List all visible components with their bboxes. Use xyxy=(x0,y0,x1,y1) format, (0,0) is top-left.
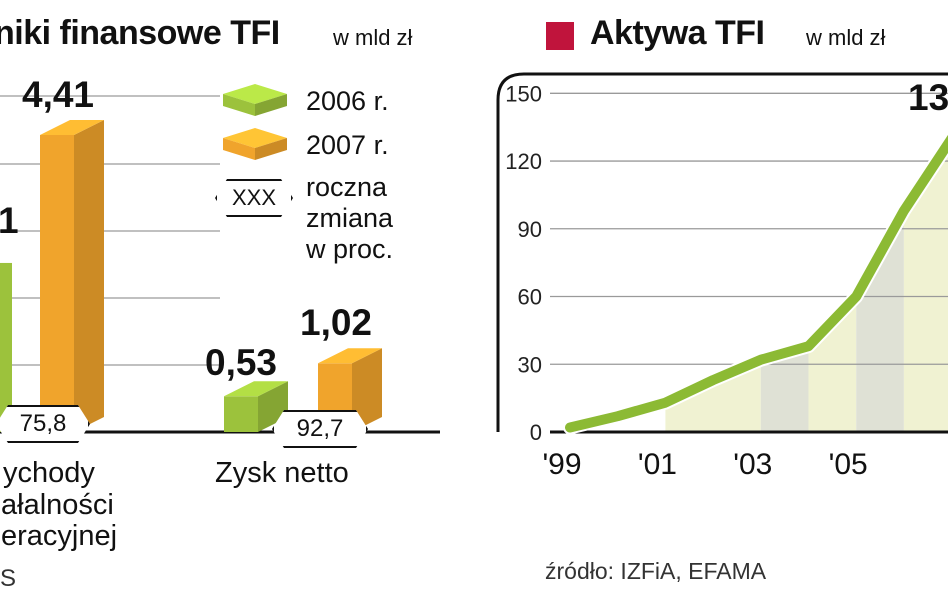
left-chart-unit: w mld zł xyxy=(333,25,413,50)
bar-value-label-revenue-2006: 1 xyxy=(0,200,19,241)
bar-revenue-2007 xyxy=(40,119,104,432)
bar-revenue-2006 xyxy=(0,262,12,432)
y-tick-label-0: 0 xyxy=(530,420,542,445)
legend-change-text-3: w proc. xyxy=(306,234,394,264)
legend-change-text-1: roczna xyxy=(306,172,388,202)
right-chart-unit: w mld zł xyxy=(806,25,886,50)
y-tick-label-90: 90 xyxy=(518,217,542,242)
x-tick-label-1999: '99 xyxy=(542,448,581,481)
bar-profit-2007-top xyxy=(318,348,382,364)
left-source-fragment: S xyxy=(0,565,17,592)
legend-change-badge: XXX xyxy=(215,179,293,217)
bar-value-label-profit-2006: 0,53 xyxy=(205,342,278,383)
y-tick-label-60: 60 xyxy=(518,285,542,310)
change-badge-profit: 92,7 xyxy=(272,410,368,448)
x-tick-label-2001: '01 xyxy=(638,448,677,481)
bar-profit-2006-front xyxy=(224,396,258,432)
bar-revenue-2007-side xyxy=(74,119,104,432)
legend-swatch-2006-left xyxy=(223,94,255,116)
y-tick-label-30: 30 xyxy=(518,352,542,377)
category-label-profit: Zysk netto xyxy=(215,457,349,489)
bar-revenue-2006-front xyxy=(0,262,12,432)
bar-profit-2006 xyxy=(224,381,288,432)
legend-swatch-2007 xyxy=(223,128,287,160)
legend-label-2007: 2007 r. xyxy=(306,130,389,160)
bar-revenue-2007-top xyxy=(40,119,104,135)
bar-value-label-profit-2007: 1,02 xyxy=(300,302,373,343)
legend-swatch-2007-right xyxy=(255,138,287,160)
change-badge-revenue: 75,8 xyxy=(0,405,90,443)
bar-profit-2007-side xyxy=(352,348,382,432)
legend-label-2006: 2006 r. xyxy=(306,86,389,116)
category-label-revenue-2: ałalności xyxy=(1,489,114,521)
category-label-revenue-1: ychody xyxy=(3,457,95,489)
category-label-revenue-3: eracyjnej xyxy=(1,520,118,552)
left-chart-title: niki finansowe TFI xyxy=(0,14,280,52)
x-tick-label-2005: '05 xyxy=(829,448,868,481)
legend-swatch-2006-right xyxy=(255,94,287,116)
y-tick-label-150: 150 xyxy=(505,81,542,106)
line-value-label: 13 xyxy=(908,77,948,118)
right-chart-title: Aktywa TFI xyxy=(590,14,765,52)
bar-value-label-revenue-2007: 4,41 xyxy=(22,74,95,115)
bar-profit-2006-top xyxy=(224,381,288,397)
plot-frame xyxy=(496,72,948,432)
legend-swatch-2007-left xyxy=(223,138,255,160)
series-line xyxy=(565,135,948,433)
y-tick-label-120: 120 xyxy=(505,149,542,174)
source-note: źródło: IZFiA, EFAMA xyxy=(545,558,767,584)
legend-change-text-2: zmiana xyxy=(306,203,394,233)
bar-revenue-2007-front xyxy=(40,134,74,432)
legend-swatch-2006 xyxy=(223,84,287,116)
right-line-chart: 0 30 60 90 120 150 '99 '01 '03 '05 13 xyxy=(480,60,948,481)
title-square-marker xyxy=(546,22,574,50)
x-tick-label-2003: '03 xyxy=(733,448,772,481)
